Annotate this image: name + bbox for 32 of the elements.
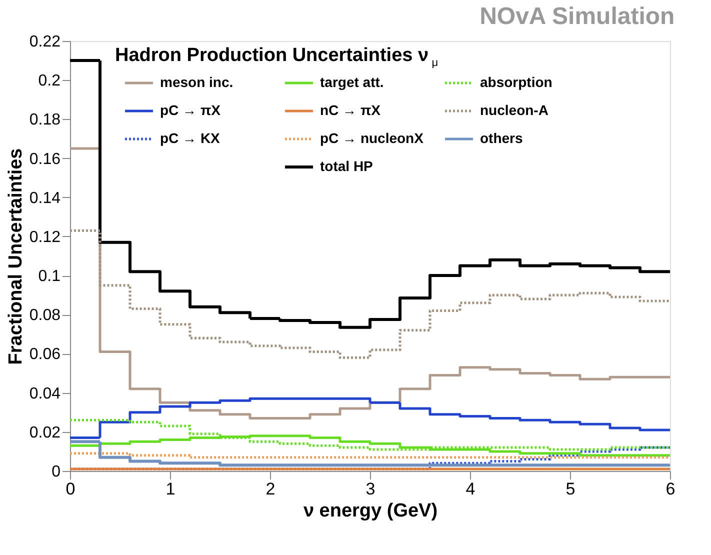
legend-label: others [480, 130, 523, 146]
y-tick-label: 0.12 [29, 228, 61, 246]
y-tick-label: 0.02 [29, 424, 61, 442]
x-tick-label: 4 [466, 480, 476, 498]
x-tick-label: 6 [666, 480, 676, 498]
legend-label: absorption [480, 74, 552, 90]
y-tick-label: 0.22 [29, 34, 61, 50]
legend-label: pC → nucleonX [320, 130, 424, 146]
x-tick-label: 1 [166, 480, 176, 498]
legend-label: meson inc. [160, 74, 234, 90]
y-tick-label: 0.14 [29, 190, 61, 207]
y-tick-label: 0.1 [38, 268, 61, 286]
legend-label: target att. [320, 74, 384, 90]
x-tick-label: 5 [566, 480, 576, 498]
legend-label: nC → πX [320, 102, 382, 118]
y-tick-label: 0.18 [29, 112, 61, 129]
x-tick-label: 3 [366, 480, 376, 498]
x-tick-label: 0 [66, 480, 76, 498]
x-axis-title: ν energy (GeV) [303, 500, 438, 522]
y-tick-label: 0 [52, 464, 61, 480]
legend-label: total HP [320, 158, 373, 174]
chart-title: NOvA Simulation [480, 3, 675, 30]
y-tick-label: 0.2 [38, 72, 61, 90]
legend-label: nucleon-A [480, 102, 548, 118]
legend-label: pC → πX [160, 102, 222, 118]
y-tick-label: 0.08 [29, 307, 61, 324]
x-tick-label: 2 [266, 480, 276, 498]
y-axis-title: Fractional Uncertainties [5, 148, 26, 365]
y-tick-label: 0.04 [29, 385, 61, 402]
y-tick-label: 0.16 [29, 150, 61, 168]
y-tick-label: 0.06 [29, 346, 61, 364]
legend-label: pC → KX [160, 130, 221, 146]
